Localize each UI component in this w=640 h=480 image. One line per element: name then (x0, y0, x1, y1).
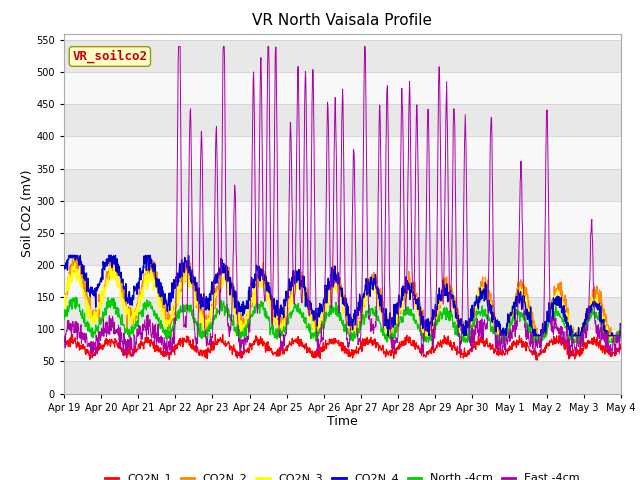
Y-axis label: Soil CO2 (mV): Soil CO2 (mV) (20, 170, 33, 257)
Legend: CO2N_1, CO2N_2, CO2N_3, CO2N_4, North -4cm, East -4cm: CO2N_1, CO2N_2, CO2N_3, CO2N_4, North -4… (100, 469, 584, 480)
X-axis label: Time: Time (327, 415, 358, 429)
Bar (64, 265, 621, 297)
Bar (64, 136, 621, 168)
Bar (64, 72, 621, 104)
Bar (64, 40, 621, 72)
Title: VR North Vaisala Profile: VR North Vaisala Profile (252, 13, 433, 28)
Bar (64, 201, 621, 233)
Bar (64, 361, 621, 394)
Bar (64, 104, 621, 136)
Text: VR_soilco2: VR_soilco2 (72, 50, 147, 63)
Bar (64, 297, 621, 329)
Bar (64, 168, 621, 201)
Bar (64, 329, 621, 361)
Bar (64, 233, 621, 265)
